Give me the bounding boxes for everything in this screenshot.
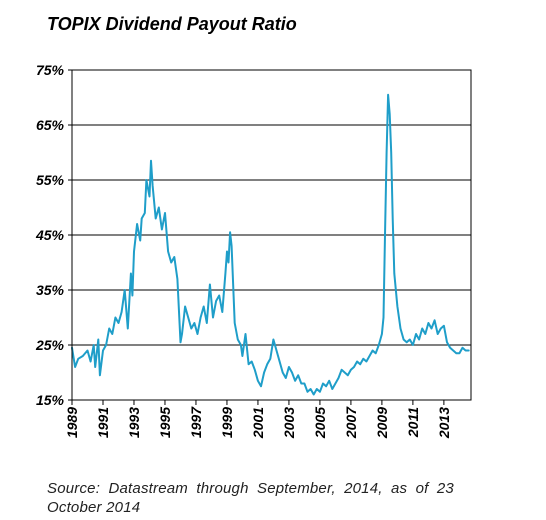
- x-tick-label: 2009: [374, 407, 390, 439]
- x-tick-label: 1997: [188, 406, 204, 438]
- source-note-line-2: October 2014: [47, 499, 141, 516]
- x-tick-label: 1991: [95, 407, 111, 438]
- y-tick-label: 75%: [36, 62, 65, 78]
- x-tick-label: 2005: [312, 407, 328, 439]
- plot-area: [71, 69, 472, 401]
- y-tick-label: 15%: [36, 392, 65, 408]
- y-tick-label: 65%: [36, 117, 65, 133]
- x-tick-label: 1999: [219, 407, 235, 438]
- x-tick-label: 2001: [250, 407, 266, 439]
- line-chart: 15%25%35%45%55%65%75% 1989 1991 1993 1995 19…: [35, 62, 472, 439]
- x-tick-label: 1993: [126, 407, 142, 438]
- y-tick-label: 25%: [35, 337, 65, 353]
- y-axis-ticks: 15% 25% 35% 45% 55% 65% 75%: [35, 62, 72, 408]
- series-line-payout-ratio: [71, 93, 470, 396]
- y-tick-label: 55%: [36, 172, 65, 188]
- chart-title: TOPIX Dividend Payout Ratio: [47, 14, 297, 34]
- y-tick-label: 45%: [35, 227, 65, 243]
- x-tick-label: 2007: [343, 406, 359, 439]
- x-tick-label: 1989: [64, 407, 80, 438]
- x-tick-label: 2003: [281, 407, 297, 439]
- x-tick-label: 2011: [405, 407, 421, 438]
- x-tick-label: 2013: [436, 407, 452, 439]
- x-axis-ticks: 1989 1991 1993 1995 1997 1999 2001 2003 2005 2007…: [64, 400, 452, 439]
- source-note-line-1: Source: Datastream through September, 20…: [47, 480, 454, 497]
- y-tick-label: 35%: [36, 282, 65, 298]
- x-tick-label: 1995: [157, 407, 173, 438]
- grid-lines: [72, 124, 471, 346]
